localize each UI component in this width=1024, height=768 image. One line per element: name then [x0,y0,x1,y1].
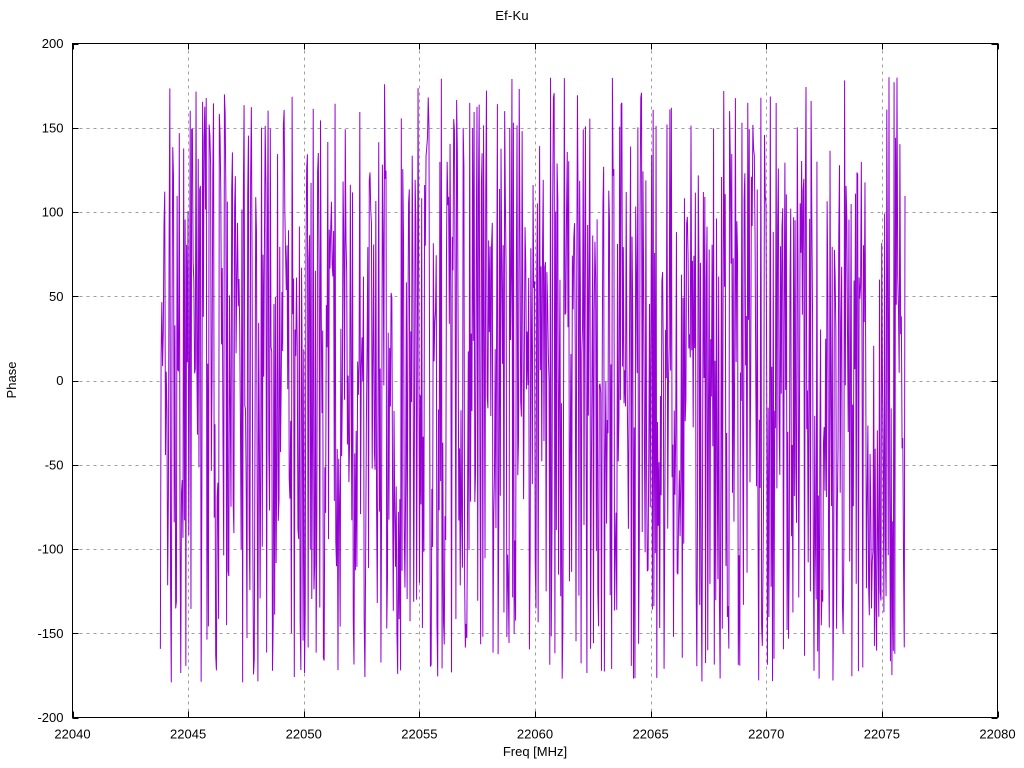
x-tick-label: 22055 [401,727,437,742]
y-axis-title: Phase [4,362,19,399]
y-tick-label: -50 [45,457,64,472]
x-tick-label: 22070 [748,727,784,742]
x-tick-label: 22060 [517,727,553,742]
y-tick-label: 200 [42,36,64,51]
y-tick-label: -100 [37,542,63,557]
chart-title: Ef-Ku [495,8,529,23]
y-tick-label: -200 [37,710,63,725]
y-tick-label: -150 [37,626,63,641]
x-tick-label: 22040 [54,727,90,742]
x-axis-tick-labels: 22040 22045 22050 22055 22060 22065 22070 22075… [54,727,1015,742]
y-tick-label: 0 [56,373,63,388]
x-tick-label: 22045 [170,727,206,742]
y-tick-label: 50 [49,289,63,304]
y-tick-label: 150 [42,120,64,135]
data-series-group [159,77,906,683]
tick-marks [72,43,1000,720]
x-tick-label: 22075 [864,727,900,742]
x-axis-title: Freq [MHz] [503,744,567,759]
plot-frame [71,42,999,719]
phase-data-line [159,77,906,683]
x-tick-label: 22065 [633,727,669,742]
y-axis-tick-labels: -200 -150 -100 -50 0 50 100 150 200 [37,36,63,725]
y-tick-label: 100 [42,205,64,220]
x-tick-label: 22080 [979,727,1015,742]
x-tick-label: 22050 [286,727,322,742]
